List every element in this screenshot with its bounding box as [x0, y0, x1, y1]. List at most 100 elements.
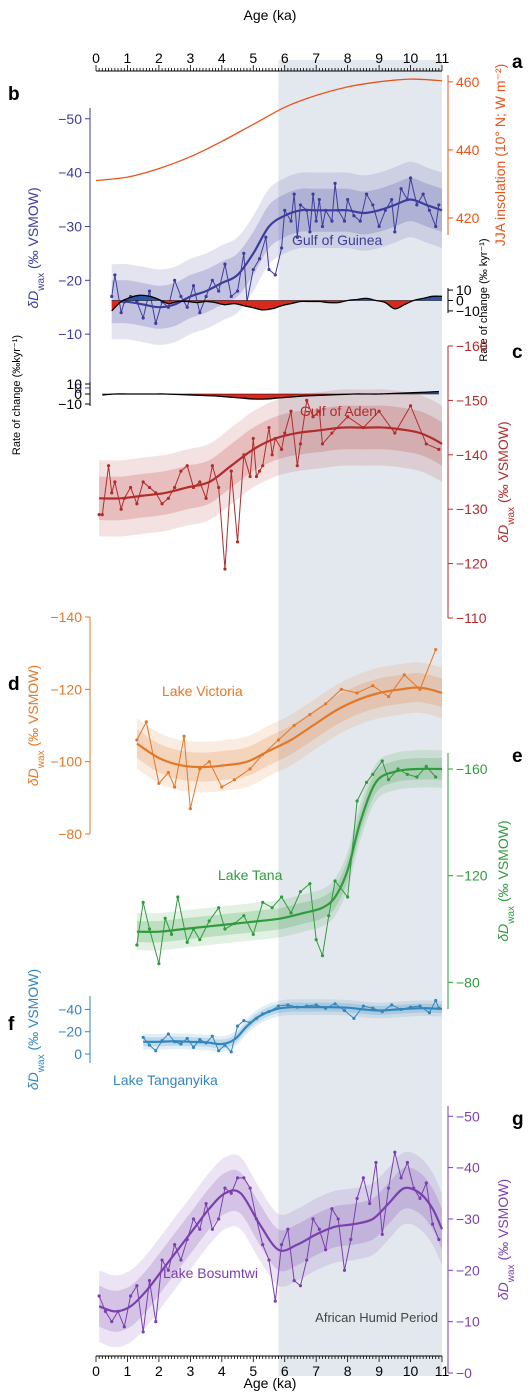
data-point-e: [261, 900, 265, 904]
uncertainty-band-f: [143, 1002, 442, 1049]
rate-c_rate: [102, 390, 439, 400]
data-point-c: [377, 409, 381, 413]
data-point-g: [374, 1160, 378, 1165]
data-point-g: [342, 1268, 347, 1272]
y-tick-label: −80: [58, 826, 82, 842]
data-point-g: [298, 1284, 303, 1288]
data-point-e: [198, 938, 202, 942]
y-tick-label: −120: [50, 681, 82, 697]
data-point-d: [157, 781, 161, 785]
series-name-g: Lake Bosumtwi: [163, 1265, 258, 1281]
x-tick-label-bottom: 6: [281, 1363, 289, 1379]
data-point-e: [346, 895, 350, 899]
data-point-g: [173, 1243, 177, 1247]
data-point-b: [317, 197, 321, 202]
data-point-d: [434, 647, 438, 652]
x-tick-label-top: 5: [249, 50, 257, 66]
data-point-b: [330, 219, 334, 223]
data-point-d: [144, 720, 148, 724]
data-point-f: [217, 1049, 221, 1053]
trend-line-f: [143, 1005, 443, 1046]
data-point-f: [342, 1008, 347, 1013]
data-point-b: [179, 294, 183, 299]
series-g: Lake Bosumtwi: [97, 1150, 444, 1348]
data-point-g: [210, 1227, 214, 1231]
data-point-b: [210, 278, 214, 282]
data-point-g: [317, 1227, 321, 1231]
x-tick-label-top: 2: [155, 50, 163, 66]
x-tick-label-bottom: 1: [124, 1363, 132, 1379]
data-point-c: [393, 431, 397, 435]
y-axis-g: −50 −40 −30 −20 −10 −0 δDwax (‰ VSMOW): [447, 1106, 517, 1381]
data-point-f: [390, 1003, 394, 1007]
data-point-b: [251, 267, 255, 272]
data-point-d: [371, 684, 375, 688]
rate-title-c: Rate of change (‰kyr⁻¹): [11, 335, 23, 455]
data-point-g: [305, 1258, 309, 1262]
data-point-f: [352, 1016, 356, 1020]
data-point-b: [346, 197, 350, 202]
data-point-e: [176, 895, 180, 899]
data-point-b: [147, 289, 152, 293]
series-f: Lake Tanganyika: [113, 998, 443, 1088]
trend-line-b: [111, 198, 443, 309]
data-point-g: [147, 1278, 152, 1283]
data-point-b: [320, 224, 325, 229]
data-point-d: [339, 687, 343, 691]
data-point-g: [191, 1217, 196, 1221]
y-tick-label: −50: [456, 1108, 480, 1124]
panel-letter-f: f: [8, 1014, 15, 1035]
data-point-g: [273, 1299, 277, 1303]
x-tick-label-top: 10: [403, 50, 419, 66]
data-point-e: [364, 780, 369, 784]
data-point-e: [147, 927, 152, 931]
data-point-c: [210, 464, 214, 468]
data-point-b: [279, 246, 284, 250]
data-point-g: [430, 1222, 435, 1226]
ahp-label: African Humid Period: [315, 1310, 438, 1325]
data-point-c: [217, 485, 221, 490]
data-point-b: [390, 197, 394, 202]
data-point-g: [355, 1196, 359, 1201]
x-tick-label-top: 7: [312, 50, 320, 66]
data-point-f: [276, 1004, 281, 1008]
data-point-b: [371, 203, 375, 207]
y-tick-label: 420: [456, 210, 480, 226]
data-point-g: [437, 1237, 441, 1242]
data-point-b: [358, 219, 362, 223]
data-point-e: [217, 906, 221, 910]
series-name-e: Lake Tana: [218, 867, 283, 883]
data-point-d: [173, 785, 177, 789]
data-point-e: [135, 943, 139, 947]
y-tick-label: −10: [58, 396, 82, 412]
data-point-d: [135, 738, 139, 742]
data-point-g: [405, 1160, 409, 1165]
data-point-g: [129, 1294, 133, 1298]
data-point-b: [427, 208, 432, 212]
data-point-g: [122, 1325, 126, 1329]
trend-line-c: [99, 426, 443, 500]
series-line-d: [136, 649, 437, 809]
x-axis-label-bottom: Age (ka): [244, 1375, 297, 1391]
data-point-g: [368, 1201, 372, 1206]
data-point-c: [147, 485, 152, 490]
series-name-d: Lake Victoria: [162, 683, 243, 699]
y-tick-label: −110: [456, 610, 487, 626]
data-point-c: [110, 491, 114, 495]
data-point-g: [424, 1181, 428, 1185]
data-point-b: [198, 311, 202, 315]
y-tick-label: −100: [50, 754, 82, 770]
y-axis-title-f: δDwax (‰ VSMOW): [25, 969, 47, 1090]
data-point-f: [191, 1045, 196, 1049]
y-tick-label: −80: [456, 974, 480, 990]
data-point-g: [292, 1278, 296, 1283]
data-point-b: [298, 203, 303, 207]
data-point-b: [434, 224, 438, 229]
y-tick-label: −20: [58, 272, 82, 288]
data-point-b: [154, 321, 158, 325]
data-point-f: [179, 1042, 183, 1046]
x-tick-label-bottom: 5: [249, 1363, 257, 1379]
data-point-c: [185, 464, 189, 468]
data-point-g: [141, 1330, 145, 1334]
